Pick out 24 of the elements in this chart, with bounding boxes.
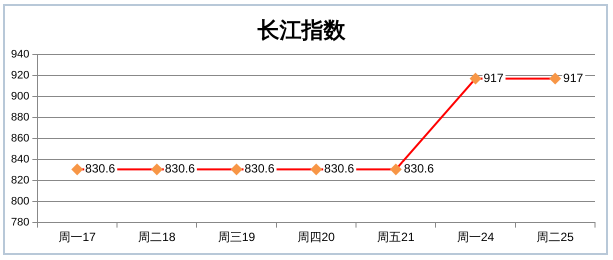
data-label: 917 [484, 70, 504, 85]
x-tick-label: 周四20 [297, 230, 336, 244]
data-label: 917 [563, 70, 584, 85]
x-tick-label: 周二18 [138, 230, 176, 244]
y-tick-label: 840 [10, 154, 30, 166]
x-tick-label: 周二25 [536, 230, 574, 244]
x-tick-label: 周一17 [58, 230, 96, 244]
x-tick-label: 周一24 [456, 230, 494, 244]
y-tick-label: 920 [10, 69, 30, 82]
data-label: 830.6 [244, 162, 275, 176]
x-tick-label: 周五21 [377, 230, 415, 244]
chart-title: 长江指数 [256, 17, 346, 42]
y-tick-label: 940 [10, 48, 30, 60]
y-tick-label: 780 [10, 216, 30, 229]
data-label: 830.6 [85, 162, 116, 176]
data-label: 830.6 [164, 162, 196, 176]
y-tick-label: 860 [10, 132, 30, 145]
data-label: 830.6 [324, 162, 355, 176]
y-tick-label: 800 [10, 196, 30, 208]
x-tick-label: 周三19 [218, 230, 256, 244]
y-tick-label: 820 [10, 174, 30, 187]
y-tick-label: 900 [10, 90, 30, 102]
data-label: 830.6 [404, 162, 434, 176]
y-tick-label: 880 [10, 112, 30, 124]
